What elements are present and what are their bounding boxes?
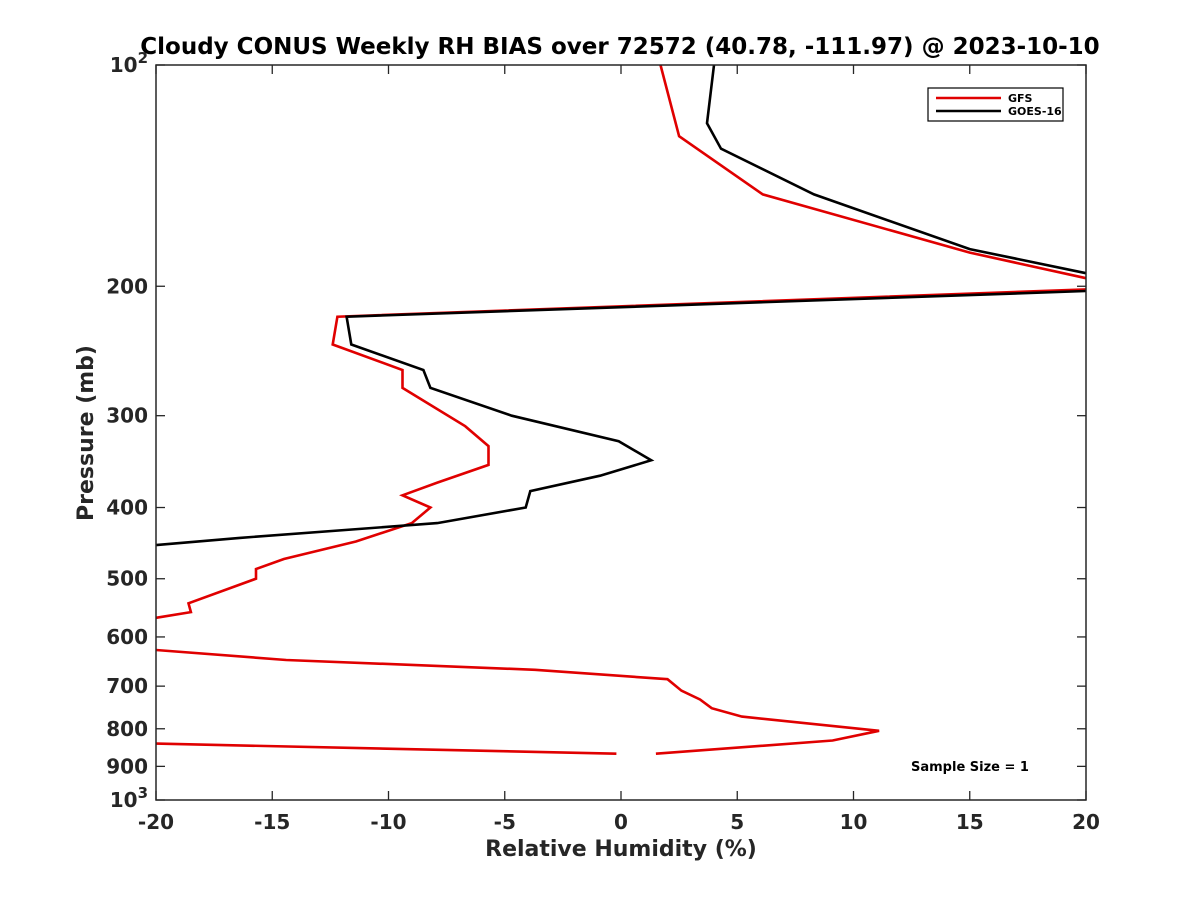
y-tick-label: 600 <box>106 625 148 649</box>
chart-title: Cloudy CONUS Weekly RH BIAS over 72572 (… <box>140 34 1099 60</box>
legend-label-gfs: GFS <box>1008 92 1033 105</box>
x-tick-label: 15 <box>956 810 984 834</box>
y-tick-label: 900 <box>106 754 148 778</box>
x-tick-label: 0 <box>614 810 628 834</box>
y-tick-label: 102 <box>110 49 148 77</box>
y-tick-label: 800 <box>106 717 148 741</box>
y-axis-label: Pressure (mb) <box>74 345 99 521</box>
y-axis-ticks: 102 200 300 400 500 600 700 800 900 103 <box>106 49 1086 812</box>
legend-label-goes16: GOES-16 <box>1008 105 1062 118</box>
y-tick-label: 500 <box>106 567 148 591</box>
y-tick-label: 300 <box>106 404 148 428</box>
x-tick-label: 5 <box>730 810 744 834</box>
x-tick-label: -15 <box>254 810 290 834</box>
series-line-gfs-segment-2 <box>155 648 880 755</box>
x-tick-label: -5 <box>494 810 516 834</box>
x-axis-ticks: -20 -15 -10 -5 0 5 10 15 20 <box>138 65 1100 834</box>
x-tick-label: 20 <box>1072 810 1100 834</box>
legend-box <box>927 87 1064 122</box>
y-tick-label: 103 <box>110 784 148 812</box>
y-tick-label: 400 <box>106 496 148 520</box>
series-line-gfs-segment-0 <box>659 64 1087 280</box>
series-line-goes16-segment-1 <box>155 289 1087 547</box>
series-line-goes16-segment-0 <box>705 64 1087 275</box>
y-tick-label: 700 <box>106 674 148 698</box>
series-layer <box>155 64 1087 755</box>
y-tick-label: 200 <box>106 274 148 298</box>
x-axis-label: Relative Humidity (%) <box>485 837 757 862</box>
x-tick-label: -20 <box>138 810 174 834</box>
sample-size-annotation: Sample Size = 1 <box>911 760 1029 775</box>
series-line-gfs-segment-3 <box>155 742 617 755</box>
legend: GFS GOES-16 <box>927 87 1064 122</box>
x-tick-label: 10 <box>840 810 868 834</box>
x-tick-label: -10 <box>370 810 406 834</box>
series-line-gfs-segment-1 <box>155 288 1087 620</box>
